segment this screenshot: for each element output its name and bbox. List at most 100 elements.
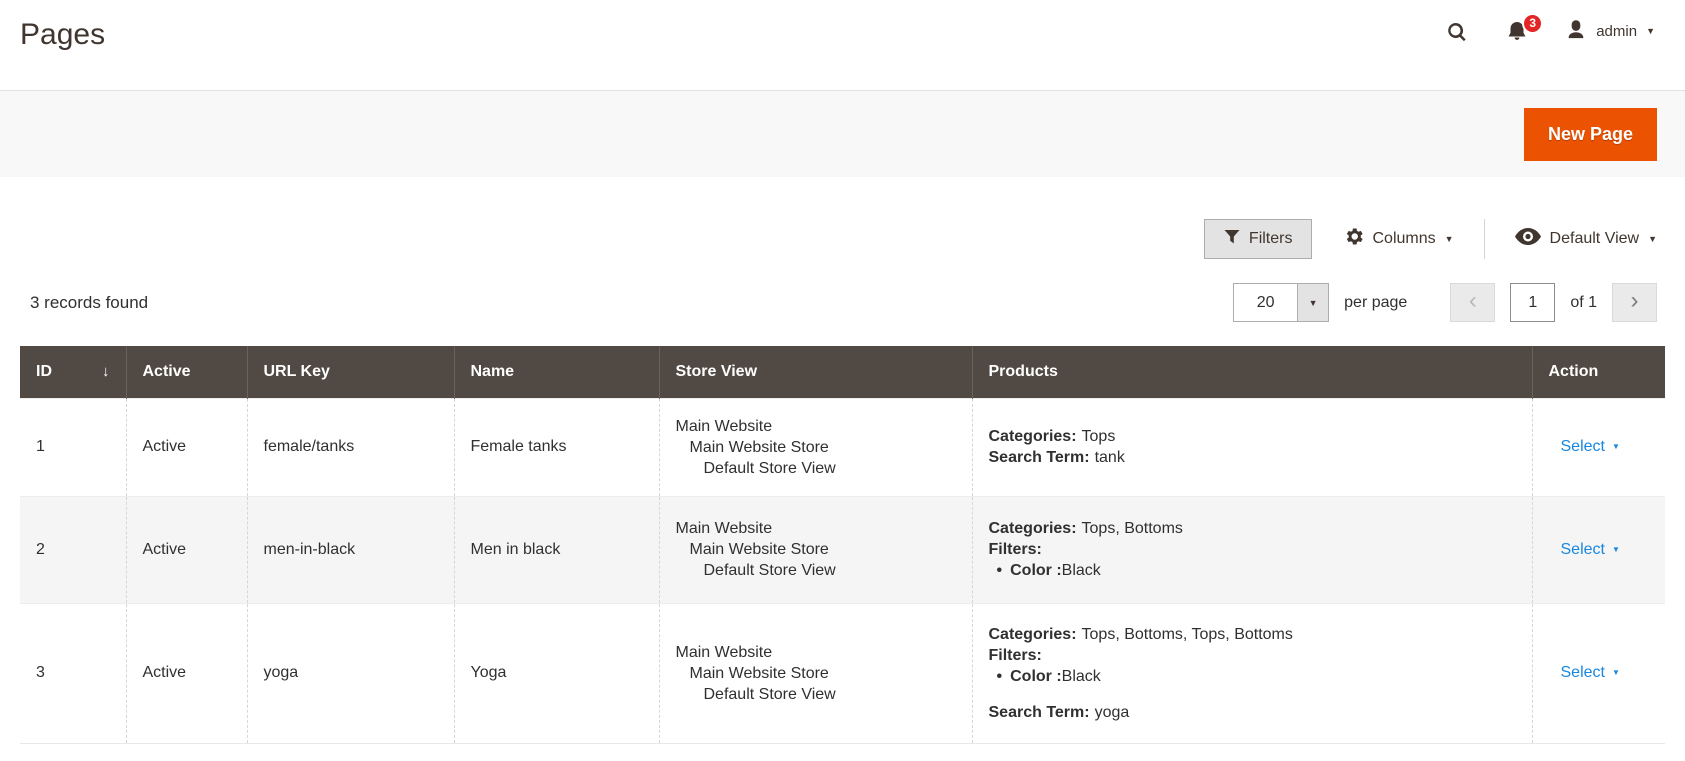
columns-control[interactable]: Columns ▼ [1342, 226, 1454, 252]
cell-url-key: yoga [247, 602, 455, 743]
select-action-link[interactable]: Select ▼ [1561, 664, 1620, 682]
gear-icon [1342, 226, 1364, 252]
cell-id: 3 [20, 602, 127, 743]
column-header-active[interactable]: Active [126, 346, 248, 398]
cell-store-view: Main Website Main Website Store Default … [659, 602, 973, 743]
column-header-id[interactable]: ID ↓ [20, 346, 127, 398]
controls-divider [1483, 219, 1485, 259]
page-size-select[interactable]: 20 ▼ [1233, 283, 1330, 322]
table-row: 1 Active female/tanks Female tanks Main … [20, 397, 1665, 496]
column-header-products[interactable]: Products [972, 346, 1533, 398]
cell-url-key: men-in-black [247, 495, 455, 603]
page-count-label: of 1 [1570, 293, 1597, 311]
cell-name: Female tanks [454, 397, 660, 496]
products-filter-color: • Color :Black [996, 667, 1101, 685]
cell-id: 2 [20, 495, 127, 603]
user-icon [1565, 18, 1587, 45]
grid-header-row: ID ↓ Active URL Key Name Store View Prod… [20, 346, 1665, 398]
store-view-store: Main Website Store [689, 664, 829, 682]
store-view-website: Main Website [675, 520, 773, 537]
page-size-value: 20 [1256, 293, 1275, 311]
select-action-link[interactable]: Select ▼ [1561, 541, 1620, 559]
cell-url-key: female/tanks [247, 397, 455, 496]
products-spacer [989, 688, 1516, 702]
pagination: 20 ▼ per page ‹ of 1 › [1233, 283, 1657, 322]
column-header-store-view[interactable]: Store View [659, 346, 973, 398]
current-page-input[interactable] [1510, 283, 1556, 322]
sort-descending-icon: ↓ [102, 363, 110, 381]
products-filters-label: Filters: [988, 646, 1042, 664]
products-search-term: Search Term: tank [988, 449, 1125, 466]
page-actions-band: New Page [0, 90, 1685, 177]
per-page-label: per page [1344, 293, 1408, 311]
cell-store-view: Main Website Main Website Store Default … [659, 495, 973, 603]
store-view-view: Default Store View [703, 459, 836, 477]
cell-store-view: Main Website Main Website Store Default … [659, 397, 973, 496]
select-action-link[interactable]: Select ▼ [1561, 438, 1620, 456]
page-title: Pages [20, 18, 106, 51]
cell-products: Categories: Tops, Bottoms Filters: • Color… [972, 495, 1533, 603]
select-action-label: Select [1560, 438, 1605, 455]
table-row: 3 Active yoga Yoga Main Website Main Web… [20, 602, 1665, 743]
grid-toolbar: 3 records found 20 ▼ per page ‹ of 1 › [30, 283, 1657, 322]
store-view-view: Default Store View [703, 562, 836, 579]
page-size-caret-button[interactable]: ▼ [1297, 284, 1329, 321]
search-icon [1445, 22, 1469, 47]
page-header: Pages 3 admin ▼ [0, 0, 1685, 90]
cell-active: Active [126, 602, 248, 743]
store-view-view: Default Store View [703, 685, 836, 703]
default-view-control[interactable]: Default View ▼ [1514, 228, 1657, 250]
admin-user-menu[interactable]: admin ▼ [1565, 18, 1655, 45]
cell-name: Men in black [454, 495, 660, 603]
store-view-website: Main Website [675, 643, 773, 661]
cell-action: Select ▼ [1532, 397, 1665, 496]
cell-products: Categories: Tops Search Term: tank [972, 397, 1533, 496]
column-header-id-label: ID [36, 362, 52, 380]
cell-products: Categories: Tops, Bottoms, Tops, Bottoms … [972, 602, 1533, 743]
chevron-down-icon: ▼ [1646, 26, 1655, 36]
store-view-website: Main Website [675, 417, 773, 435]
products-categories: Categories: Tops [988, 428, 1116, 445]
chevron-down-icon: ▼ [1611, 544, 1620, 554]
filter-funnel-icon [1224, 229, 1240, 250]
cell-active: Active [126, 495, 248, 603]
products-search-term: Search Term: yoga [988, 703, 1130, 721]
next-page-button[interactable]: › [1612, 283, 1657, 322]
store-view-store: Main Website Store [689, 541, 829, 558]
global-search-button[interactable] [1445, 20, 1469, 44]
chevron-down-icon: ▼ [1611, 668, 1620, 677]
products-categories: Categories: Tops, Bottoms [988, 519, 1183, 537]
notification-badge: 3 [1522, 12, 1544, 34]
cell-action: Select ▼ [1532, 495, 1665, 603]
grid-controls: Filters Columns ▼ Default View ▼ [20, 219, 1657, 259]
filters-button[interactable]: Filters [1203, 219, 1313, 259]
admin-username: admin [1596, 23, 1638, 40]
bullet-icon: • [996, 561, 1003, 579]
notifications-button[interactable]: 3 [1505, 12, 1544, 47]
records-count: 3 records found [30, 292, 149, 312]
bell-icon [1505, 21, 1529, 47]
cell-name: Yoga [454, 602, 660, 743]
header-actions: 3 admin ▼ [1445, 12, 1655, 47]
filters-button-label: Filters [1248, 230, 1293, 247]
cell-active: Active [126, 397, 248, 496]
new-page-button[interactable]: New Page [1523, 107, 1657, 161]
column-header-url-key[interactable]: URL Key [247, 346, 455, 398]
cell-id: 1 [20, 397, 127, 496]
chevron-down-icon: ▼ [1611, 442, 1620, 451]
pages-grid: ID ↓ Active URL Key Name Store View Prod… [20, 346, 1665, 744]
default-view-label: Default View [1549, 230, 1640, 247]
chevron-down-icon: ▼ [1648, 233, 1657, 244]
columns-control-label: Columns [1372, 230, 1436, 247]
chevron-down-icon: ▼ [1444, 233, 1454, 244]
products-categories: Categories: Tops, Bottoms, Tops, Bottoms [988, 625, 1293, 643]
cell-action: Select ▼ [1532, 602, 1665, 743]
products-filters-label: Filters: [988, 540, 1042, 558]
products-filter-color: • Color :Black [996, 561, 1101, 579]
column-header-action[interactable]: Action [1532, 346, 1665, 398]
previous-page-button[interactable]: ‹ [1450, 283, 1496, 322]
select-action-label: Select [1560, 664, 1605, 681]
column-header-name[interactable]: Name [454, 346, 660, 398]
eye-icon [1514, 228, 1541, 250]
table-row: 2 Active men-in-black Men in black Main … [20, 495, 1665, 603]
